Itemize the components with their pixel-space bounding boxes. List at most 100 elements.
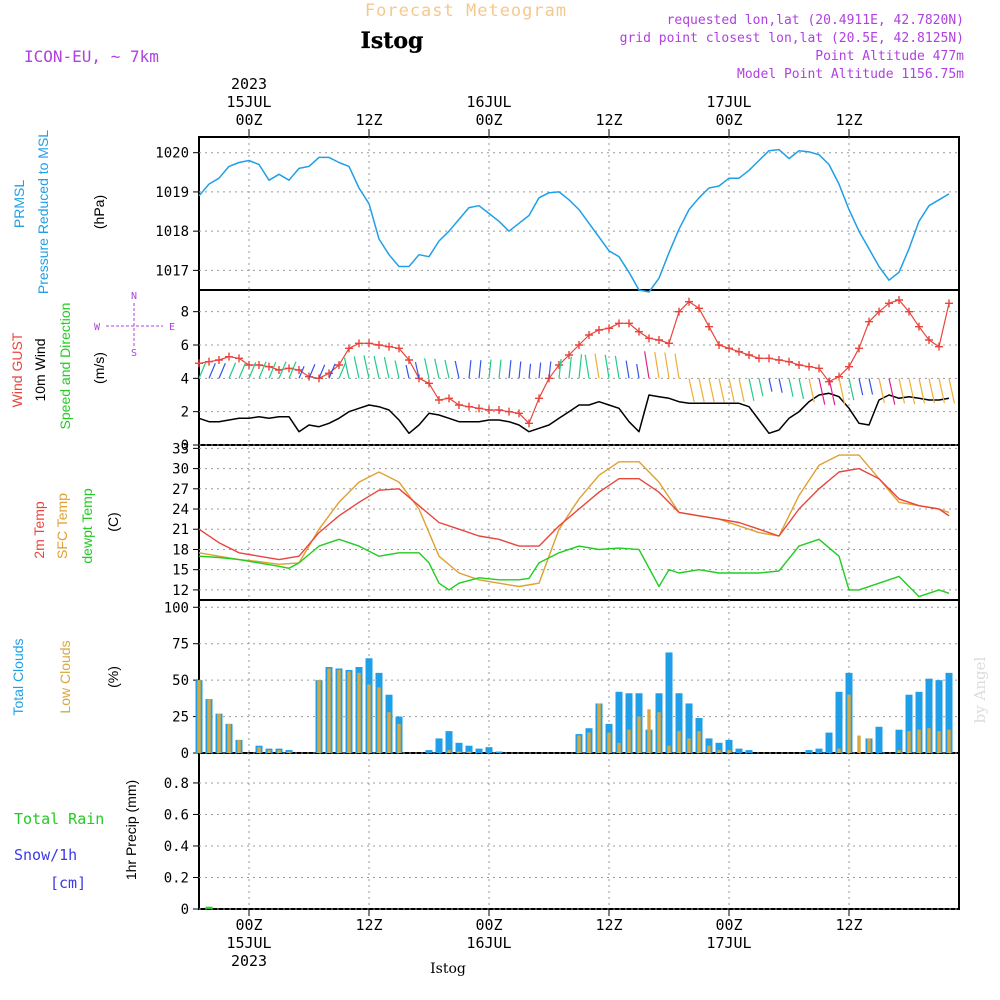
wind-arrow <box>604 354 610 379</box>
temp-ytick-label: 30 <box>172 462 189 478</box>
wind-arrow <box>636 363 640 379</box>
wind-arrow <box>688 378 695 402</box>
top-xtick-label: 12Z <box>595 111 622 129</box>
compass-rose: N S W E <box>94 291 175 359</box>
temp-ytick-label: 21 <box>172 522 189 538</box>
wind-gust-marker <box>575 341 583 349</box>
wind-gust-marker <box>605 324 613 333</box>
total-clouds-label: Total Clouds <box>10 638 26 715</box>
wind-arrow <box>778 378 783 393</box>
wind-gust-marker <box>365 339 373 348</box>
wind-gust-marker <box>425 379 433 388</box>
wind-gust-marker <box>865 317 873 326</box>
sfc-temp-line <box>198 454 950 588</box>
wind-gust-marker <box>805 362 813 371</box>
low-cloud-bar <box>267 750 271 753</box>
total-cloud-bar <box>925 678 933 753</box>
wind-gust-marker <box>765 354 773 363</box>
wind-gust-marker <box>255 361 263 369</box>
low-cloud-bar <box>867 738 871 753</box>
low-cloud-bar <box>257 747 261 753</box>
wind-gust-marker <box>485 406 493 414</box>
wind-arrow <box>268 362 277 379</box>
low-cloud-bar <box>597 703 601 753</box>
wind-gust-marker <box>595 326 603 334</box>
top-xtick-label: 15JUL <box>226 93 271 111</box>
total-cloud-bar <box>725 739 733 753</box>
wind-gust-marker <box>215 356 223 364</box>
wind-arrow <box>768 378 773 392</box>
precip-labels: Total Rain Snow/1h [cm] 1hr Precip (mm) <box>14 780 139 892</box>
top-xtick-label: 12Z <box>835 111 862 129</box>
wind-gust-marker <box>725 344 733 353</box>
pressure-labels: PRMSL Pressure Reduced to MSL (hPa) <box>11 130 107 294</box>
pressure-ytick-label: 1017 <box>155 263 189 279</box>
wind-gust-marker <box>795 361 803 369</box>
total-cloud-bar <box>425 750 433 753</box>
bottom-xtick-label: 15JUL <box>226 934 271 952</box>
wind-arrow <box>238 362 247 379</box>
wind-arrow <box>888 378 896 405</box>
wind-ytick-label: 2 <box>181 405 189 421</box>
compass-w: W <box>94 322 101 333</box>
snow-unit-label: [cm] <box>50 874 86 892</box>
model-altitude: Model Point Altitude 1156.75m <box>737 67 964 82</box>
low-cloud-bar <box>607 732 611 753</box>
temp-ytick-label: 18 <box>172 542 189 558</box>
wind-arrow <box>728 378 735 402</box>
total-rain-label: Total Rain <box>14 810 104 828</box>
top-xtick-label: 00Z <box>715 111 742 129</box>
wind-arrow <box>664 352 670 379</box>
bottom-xtick-label: 12Z <box>595 916 622 934</box>
low-cloud-bar <box>227 723 231 753</box>
low-cloud-bar <box>677 731 681 753</box>
low-cloud-bar <box>237 739 241 753</box>
wind-arrow <box>698 378 705 402</box>
bottom-xtick-label: 12Z <box>355 916 382 934</box>
wind-arrow <box>928 378 935 404</box>
total-cloud-bar <box>465 745 473 753</box>
temp-labels: 2m Temp SFC Temp dewpt Temp (C) <box>31 488 121 563</box>
precip-ytick-label: 0.4 <box>164 839 189 855</box>
wind-gust-marker <box>495 406 503 414</box>
low-cloud-bar <box>377 687 381 753</box>
wind-arrow <box>614 355 620 379</box>
temp-ytick-label: 15 <box>172 563 189 579</box>
temp-2m-line <box>198 467 950 561</box>
precip-ytick-label: 0.6 <box>164 807 189 823</box>
wind-arrow <box>258 361 267 379</box>
wind-arrow <box>353 356 360 379</box>
precip-ytick-label: 0 <box>181 902 189 918</box>
low-cloud-bar <box>317 680 321 753</box>
precip-ytick-label: 0.2 <box>164 870 189 886</box>
wind-gust-marker <box>715 341 723 349</box>
clouds-ytick-label: 25 <box>172 710 189 726</box>
wind-gust-marker <box>505 407 513 416</box>
wind-gust-marker <box>735 347 743 356</box>
pressure-ytick-label: 1020 <box>155 146 189 162</box>
model-label: ICON-EU, ~ 7km <box>24 47 159 66</box>
wind-arrow <box>938 378 945 404</box>
top-xtick-label: 00Z <box>235 111 262 129</box>
wind-arrow <box>343 357 350 379</box>
clouds-ytick-label: 50 <box>172 673 189 689</box>
wind-arrow <box>478 360 482 379</box>
precip-ytick-label: 0.8 <box>164 776 189 792</box>
prmsl-line <box>198 148 950 293</box>
wind-arrow <box>948 378 956 404</box>
total-cloud-bar <box>935 680 943 753</box>
wind-ytick-label: 8 <box>181 305 189 321</box>
pressure-frame <box>198 136 960 291</box>
wind-arrow <box>858 378 864 396</box>
top-xtick-label: 16JUL <box>466 93 511 111</box>
bottom-xtick-label: 17JUL <box>706 934 751 952</box>
wind-arrow <box>424 358 430 379</box>
total-cloud-bar <box>485 747 493 753</box>
wind-gust-marker <box>705 322 713 331</box>
footer-station: Istog <box>430 961 466 977</box>
wind-arrow <box>758 378 764 397</box>
wind-arrow <box>338 362 347 379</box>
wind-arrow <box>498 359 502 379</box>
top-xtick-label: 12Z <box>355 111 382 129</box>
